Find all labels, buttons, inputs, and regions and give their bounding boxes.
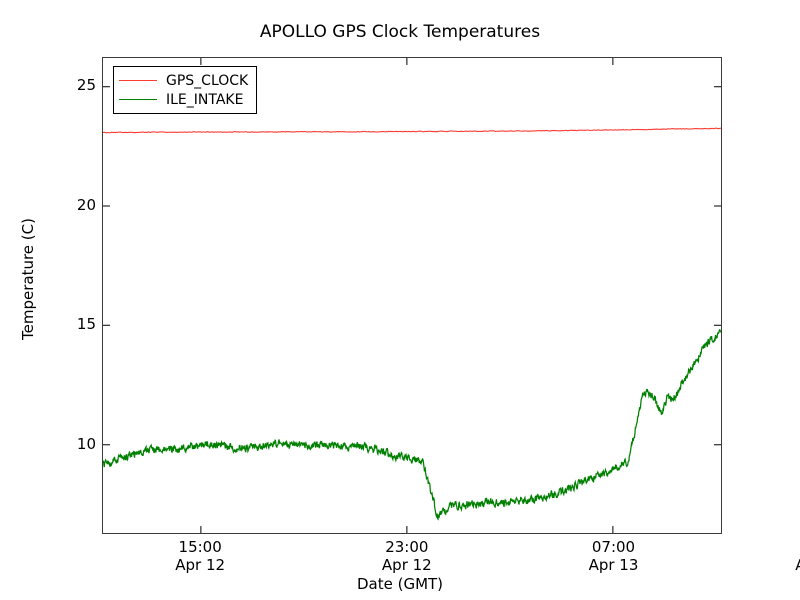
x-tick-time: 15:00: [178, 538, 222, 556]
chart-legend: GPS_CLOCK ILE_INTAKE: [113, 66, 258, 114]
y-tick-label: 25: [76, 75, 96, 94]
x-tick-date: Apr 12: [381, 556, 432, 574]
y-tick-label: 20: [76, 195, 96, 214]
series-line-gps-clock: [103, 128, 721, 133]
series-line-ile-intake: [103, 330, 721, 519]
legend-label: GPS_CLOCK: [166, 72, 249, 89]
y-axis-label: Temperature (C): [19, 218, 37, 340]
y-tick-label: 15: [76, 315, 96, 334]
x-tick-time: 23:00: [385, 538, 429, 556]
legend-color-swatch: [119, 80, 157, 81]
x-tick-label: 23:00 Apr 12: [347, 538, 467, 574]
x-tick-time: 07:00: [591, 538, 636, 556]
x-tick-date: Apr 12: [175, 556, 226, 574]
x-tick-label: 15:00 Apr 12: [140, 538, 260, 574]
x-axis-label: Date (GMT): [356, 575, 444, 593]
legend-entry[interactable]: ILE_INTAKE: [119, 90, 248, 109]
x-tick-label: 07:00 Apr 13: [554, 538, 674, 574]
y-tick-label: 10: [76, 435, 96, 454]
legend-label: ILE_INTAKE: [166, 91, 244, 108]
plot-svg: [103, 58, 721, 533]
x-tick-time: 15:00: [760, 538, 800, 556]
legend-entry[interactable]: GPS_CLOCK: [119, 71, 248, 90]
x-tick-date: Apr 13: [760, 556, 800, 574]
y-axis-tick-labels: 10 15 20 25: [52, 0, 96, 600]
chart-title: APOLLO GPS Clock Temperatures: [259, 22, 541, 42]
x-tick-date: Apr 13: [588, 556, 639, 574]
plot-area: GPS_CLOCK ILE_INTAKE: [102, 57, 722, 534]
legend-color-swatch: [119, 99, 157, 100]
